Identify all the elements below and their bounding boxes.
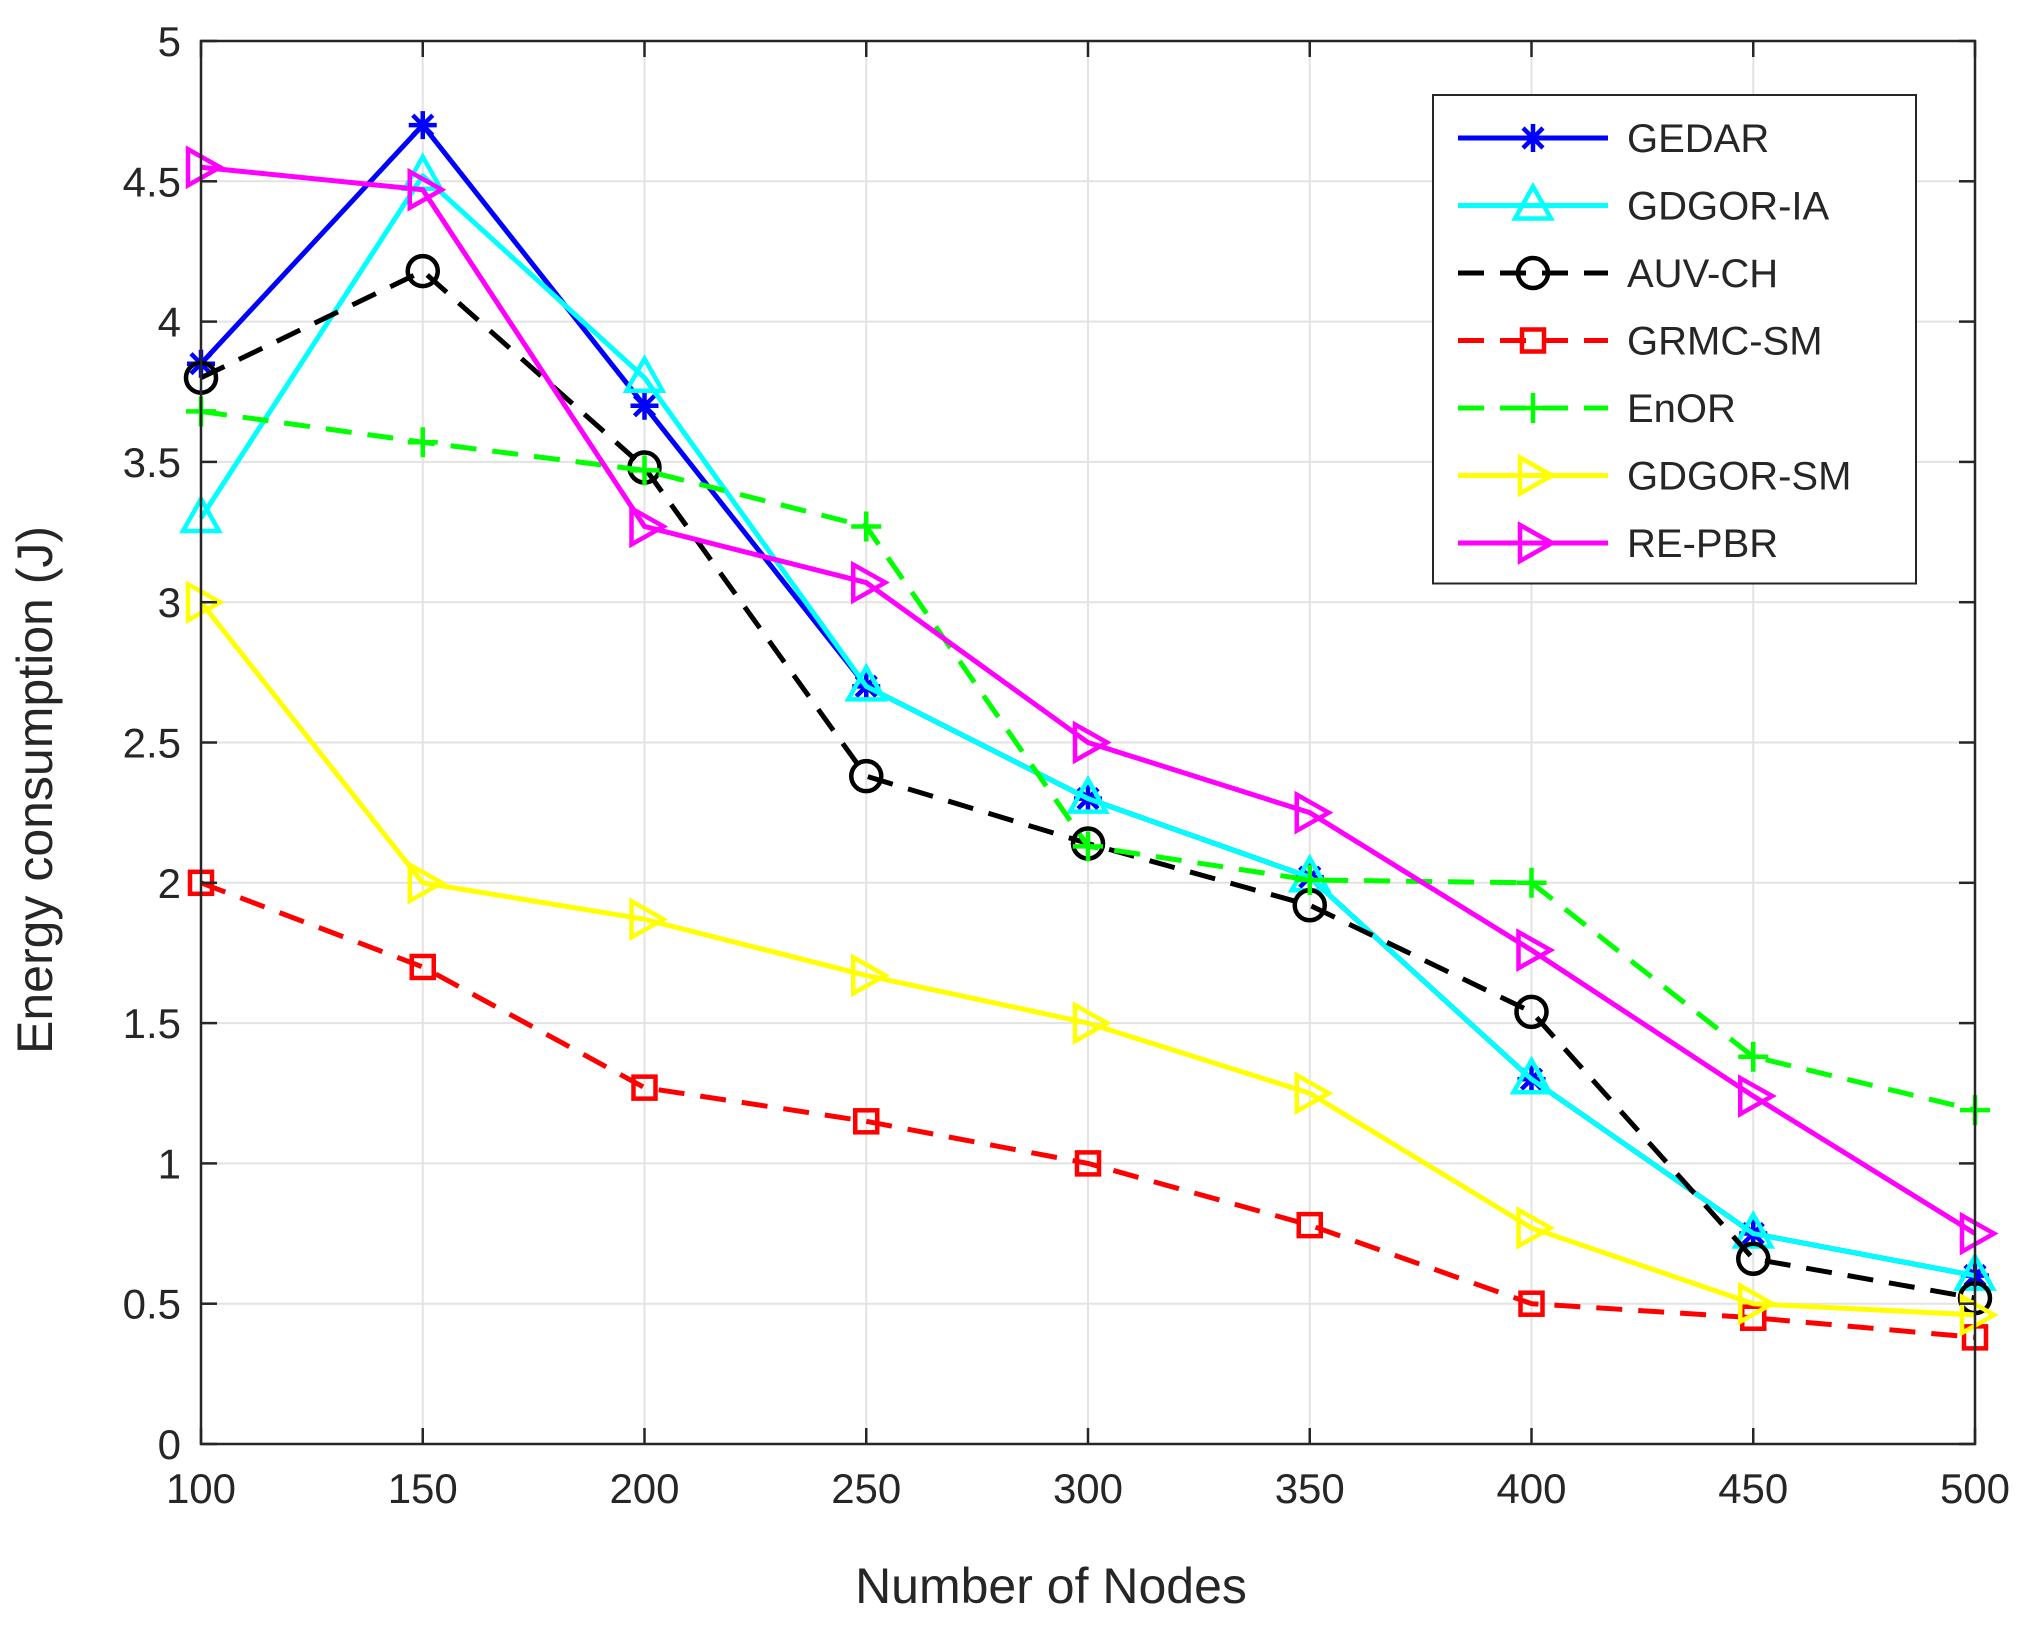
data-point <box>1736 1241 1771 1277</box>
data-point <box>853 1108 880 1135</box>
y-tick-label: 1.5 <box>123 1000 181 1047</box>
series-enor <box>186 396 1990 1126</box>
data-point <box>849 758 884 794</box>
data-point <box>851 953 890 998</box>
data-point <box>629 455 660 486</box>
legend-label: GEDAR <box>1627 117 1769 161</box>
data-point <box>1074 1150 1102 1177</box>
series-line <box>200 880 1976 1340</box>
legend-marker <box>1519 327 1547 354</box>
data-point <box>630 391 659 420</box>
legend-item: EnOR <box>1458 387 1736 431</box>
legend-item: GEDAR <box>1458 117 1769 161</box>
y-tick-label: 0.5 <box>123 1281 181 1328</box>
legend-marker <box>1517 521 1557 565</box>
data-point <box>1294 864 1325 895</box>
x-tick-label: 200 <box>609 1465 679 1512</box>
legend-marker <box>1517 453 1557 498</box>
series-layer <box>179 111 1999 1351</box>
legend-label: AUV-CH <box>1627 252 1778 296</box>
y-tick-label: 0 <box>158 1421 181 1468</box>
y-tick-label: 2.5 <box>123 720 181 767</box>
x-tick-label: 300 <box>1053 1465 1123 1512</box>
data-point <box>1959 1293 1999 1337</box>
data-point <box>1514 994 1549 1030</box>
y-tick-label: 1 <box>158 1140 181 1187</box>
y-axis-title: Energy consumption (J) <box>7 526 63 1054</box>
data-point <box>631 1074 658 1101</box>
y-tick-label: 4.5 <box>123 158 181 205</box>
legend-marker <box>1519 124 1547 152</box>
data-point <box>1516 1206 1556 1250</box>
data-point <box>1296 1211 1323 1239</box>
data-point <box>1072 720 1112 765</box>
data-point <box>1516 928 1556 972</box>
data-point <box>185 580 225 625</box>
legend-label: GDGOR-SM <box>1627 455 1851 499</box>
legend-item: GDGOR-SM <box>1458 453 1851 499</box>
legend-label: GDGOR-IA <box>1627 185 1830 229</box>
data-point <box>1073 831 1103 862</box>
data-point <box>409 953 436 981</box>
x-tick-label: 100 <box>166 1465 236 1512</box>
data-point <box>408 111 437 140</box>
series-line <box>200 164 1977 1236</box>
series-line <box>198 173 1976 1279</box>
legend-label: GRMC-SM <box>1627 320 1823 364</box>
x-tick-label: 500 <box>1940 1465 2010 1512</box>
data-point <box>629 504 669 549</box>
data-point <box>1738 1281 1777 1326</box>
data-point <box>407 167 447 212</box>
y-tick-label: 3.5 <box>123 439 181 486</box>
data-point <box>1738 1074 1777 1118</box>
legend-label: RE-PBR <box>1627 522 1778 566</box>
data-point <box>1518 1290 1545 1317</box>
axis-ticks <box>199 39 1977 1446</box>
data-point <box>1066 775 1110 814</box>
data-point <box>851 560 890 605</box>
legend-item: GRMC-SM <box>1458 320 1823 364</box>
legend-marker <box>1511 181 1555 221</box>
x-axis-title: Number of Nodes <box>855 1558 1247 1614</box>
y-tick-label: 3 <box>158 579 181 626</box>
data-point <box>851 511 882 542</box>
data-point <box>1294 1071 1334 1116</box>
data-point <box>1731 1209 1776 1249</box>
legend-item: RE-PBR <box>1458 521 1778 566</box>
legend-item: GDGOR-IA <box>1458 181 1830 229</box>
data-point <box>1072 1001 1112 1045</box>
x-tick-labels: 100 150 200 250 300 350 400 450 500 <box>166 1465 2010 1512</box>
legend-marker <box>1518 393 1548 423</box>
data-point <box>407 860 447 905</box>
y-tick-label: 5 <box>158 18 181 65</box>
data-point <box>1294 790 1334 835</box>
legend-label: EnOR <box>1627 387 1736 431</box>
data-point <box>1959 1211 1999 1256</box>
series-gdgor-sm <box>185 580 1999 1337</box>
x-tick-label: 350 <box>1275 1465 1345 1512</box>
series-line <box>199 600 1976 1318</box>
y-tick-labels: 0 0.5 1 1.5 2 2.5 3 3.5 4 4.5 5 <box>123 18 181 1468</box>
data-point <box>629 897 669 942</box>
x-tick-label: 400 <box>1496 1465 1566 1512</box>
data-point <box>405 253 440 289</box>
y-tick-label: 2 <box>158 860 181 907</box>
data-point <box>622 354 667 393</box>
data-point <box>407 427 438 458</box>
y-tick-label: 4 <box>158 299 181 346</box>
legend-marker <box>1515 255 1551 291</box>
data-point <box>1509 1055 1554 1095</box>
legend: GEDAR GDGOR-IA AUV-CH GRMC-SM EnOR GDGOR-SM RE… <box>1432 94 1917 585</box>
legend-item: AUV-CH <box>1458 252 1778 296</box>
x-tick-label: 150 <box>388 1465 458 1512</box>
x-tick-label: 450 <box>1718 1465 1788 1512</box>
series-re-pbr <box>185 145 1999 1256</box>
x-tick-label: 250 <box>831 1465 901 1512</box>
data-point <box>1738 1041 1769 1072</box>
data-point <box>844 662 889 702</box>
data-point <box>185 145 225 190</box>
data-point <box>1516 867 1547 898</box>
series-gdgor-ia <box>179 152 1997 1291</box>
